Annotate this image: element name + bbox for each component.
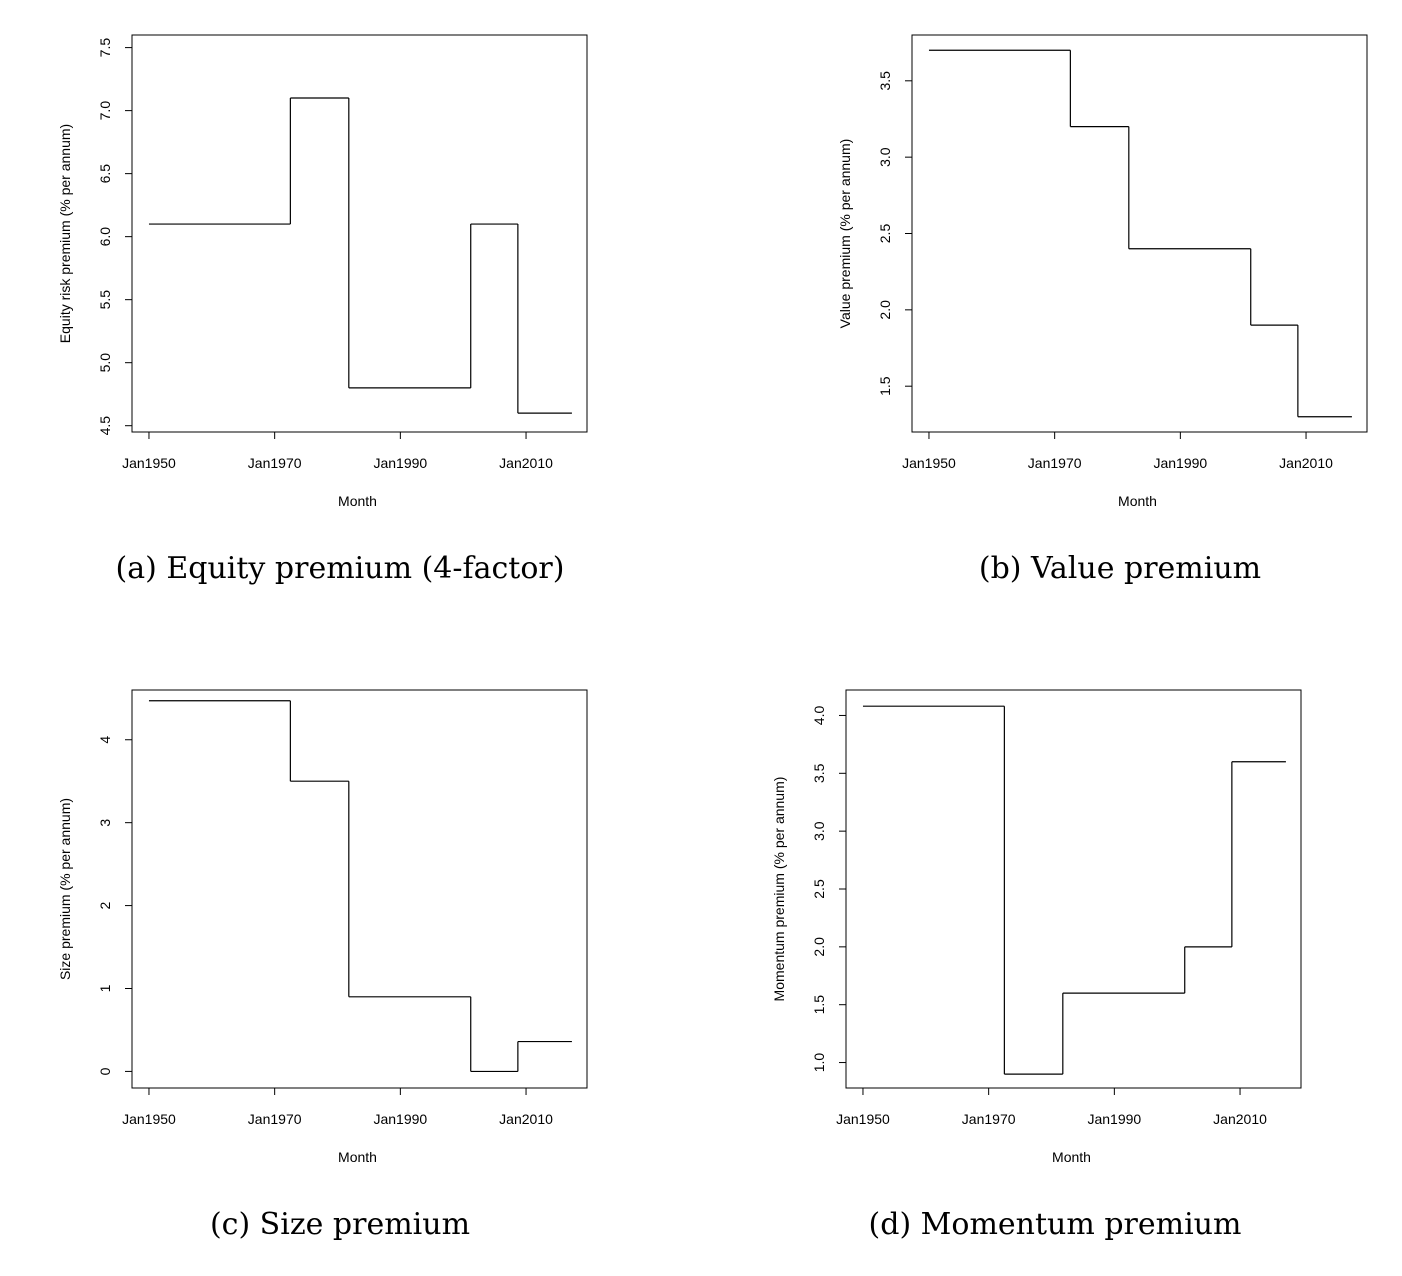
y-tick-label: 3.5 [811, 763, 827, 783]
x-tick-label: Jan2010 [1279, 455, 1333, 471]
y-tick-label: 2.5 [811, 879, 827, 899]
chart-panel-c: Jan1950 Jan1970 Jan1990 Jan2010 0 1 2 3 4 Month Si… [57, 689, 588, 1242]
x-tick-label: Jan1990 [1087, 1111, 1141, 1127]
y-tick-label: 1.0 [811, 1053, 827, 1073]
x-tick-label: Jan2010 [499, 1111, 553, 1127]
x-axis-title: Month [1052, 1149, 1091, 1165]
y-tick-label: 7.5 [97, 38, 113, 58]
y-tick-label: 0 [97, 1067, 113, 1075]
y-tick-label: 6.5 [97, 164, 113, 184]
panel-caption: (c) Size premium [210, 1207, 470, 1242]
plot-frame [845, 689, 1302, 1089]
y-tick-label: 5.5 [97, 290, 113, 310]
y-axis-title: Size premium (% per annum) [57, 798, 73, 980]
chart-panel-a: Jan1950 Jan1970 Jan1990 Jan2010 4.5 5.0 5.5 6.0… [57, 34, 588, 586]
x-axis-title: Month [1118, 493, 1157, 509]
x-tick-label: Jan1950 [122, 1111, 176, 1127]
y-tick-label: 3.5 [877, 71, 893, 91]
x-tick-label: Jan1970 [1028, 455, 1082, 471]
x-tick-label: Jan1970 [248, 455, 302, 471]
x-tick-label: Jan2010 [499, 455, 553, 471]
chart-panel-b: Jan1950 Jan1970 Jan1990 Jan2010 1.5 2.0 2.5 3.0… [837, 34, 1368, 586]
y-axis-title: Momentum premium (% per annum) [771, 777, 787, 1002]
chart-panel-d: Jan1950 Jan1970 Jan1990 Jan2010 1.0 1.5 2.0 2.5… [771, 689, 1302, 1242]
plot-frame [911, 34, 1368, 433]
y-tick-label: 1.5 [811, 995, 827, 1015]
x-tick-label: Jan1990 [1153, 455, 1207, 471]
x-tick-label: Jan1990 [373, 1111, 427, 1127]
x-tick-label: Jan1970 [248, 1111, 302, 1127]
y-tick-label: 4.5 [97, 416, 113, 436]
y-axis-title: Equity risk premium (% per annum) [57, 124, 73, 343]
x-tick-label: Jan1950 [836, 1111, 890, 1127]
plot-frame [131, 34, 588, 433]
y-tick-label: 7.0 [97, 101, 113, 121]
y-tick-label: 2.0 [811, 937, 827, 957]
panel-caption: (b) Value premium [979, 551, 1261, 586]
y-tick-label: 3.0 [811, 821, 827, 841]
x-axis-title: Month [338, 1149, 377, 1165]
y-tick-label: 4 [97, 736, 113, 744]
y-tick-label: 2.0 [877, 300, 893, 320]
x-axis-title: Month [338, 493, 377, 509]
x-tick-label: Jan1950 [902, 455, 956, 471]
panel-caption: (a) Equity premium (4-factor) [116, 551, 565, 586]
y-tick-label: 2.5 [877, 224, 893, 244]
x-tick-label: Jan1990 [373, 455, 427, 471]
y-tick-label: 6.0 [97, 227, 113, 247]
y-tick-label: 1 [97, 984, 113, 992]
y-axis-title: Value premium (% per annum) [837, 139, 853, 329]
panel-caption: (d) Momentum premium [869, 1207, 1242, 1242]
x-tick-label: Jan2010 [1213, 1111, 1267, 1127]
y-tick-label: 4.0 [811, 706, 827, 726]
x-tick-label: Jan1950 [122, 455, 176, 471]
plot-frame [131, 689, 588, 1089]
y-tick-label: 1.5 [877, 376, 893, 396]
y-tick-label: 5.0 [97, 353, 113, 373]
y-tick-label: 3 [97, 819, 113, 827]
y-tick-label: 3.0 [877, 147, 893, 167]
x-tick-label: Jan1970 [962, 1111, 1016, 1127]
y-tick-label: 2 [97, 901, 113, 909]
